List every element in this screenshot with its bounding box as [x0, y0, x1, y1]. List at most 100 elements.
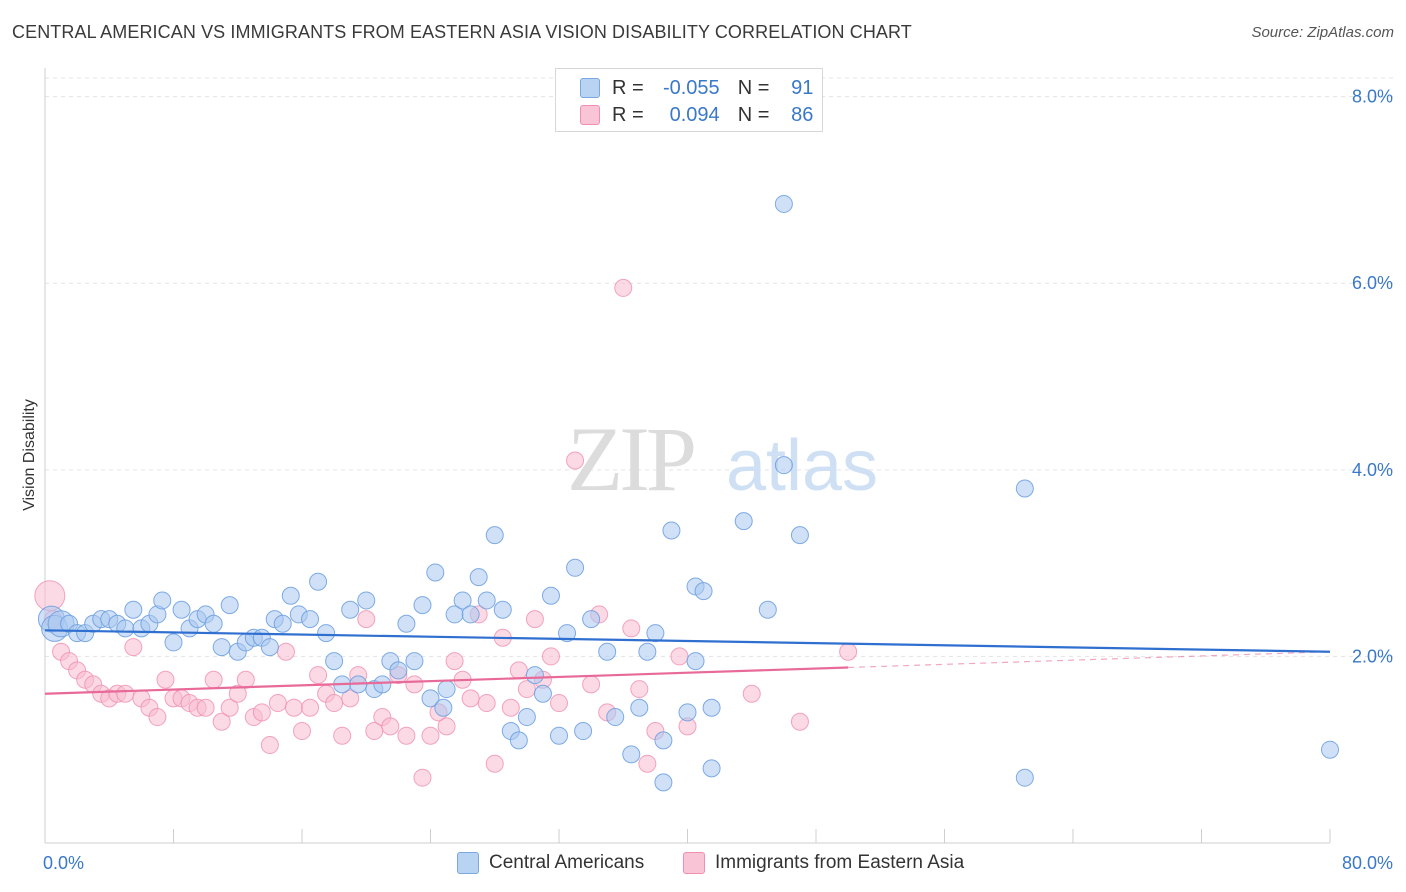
- data-point-eastern-asia: [268, 694, 287, 713]
- data-point-central-americans: [437, 680, 456, 699]
- data-point-eastern-asia: [437, 717, 456, 736]
- data-point-eastern-asia: [501, 698, 520, 717]
- legend-label-central-americans: Central Americans: [489, 852, 645, 873]
- legend-swatch-pink: [580, 105, 600, 125]
- legend-n-label: N =: [737, 76, 770, 99]
- data-point-eastern-asia: [790, 712, 809, 731]
- data-point-central-americans: [325, 652, 344, 671]
- data-point-eastern-asia: [525, 610, 544, 629]
- data-point-eastern-asia: [124, 638, 143, 657]
- tick-labels: 2.0% 4.0% 6.0% 8.0% 0.0% 80.0%: [43, 87, 1393, 873]
- trend-line-central-americans: [44, 629, 1331, 653]
- data-point-central-americans: [153, 591, 172, 610]
- data-point-central-americans: [301, 610, 320, 629]
- data-point-eastern-asia: [236, 670, 255, 689]
- data-point-central-americans: [461, 605, 480, 624]
- trend-lines: [44, 629, 1331, 695]
- data-point-eastern-asia: [614, 278, 633, 297]
- data-point-eastern-asia: [293, 722, 311, 741]
- legend-swatch-pink: [683, 852, 705, 874]
- data-point-central-americans: [509, 731, 528, 750]
- data-point-eastern-asia: [461, 689, 480, 708]
- data-point-central-americans: [485, 526, 504, 545]
- data-point-eastern-asia: [405, 675, 424, 694]
- data-point-central-americans: [397, 614, 416, 633]
- data-point-eastern-asia: [220, 698, 239, 717]
- data-point-central-americans: [758, 600, 777, 619]
- data-point-central-americans: [164, 633, 183, 652]
- data-point-central-americans: [453, 591, 472, 610]
- data-point-eastern-asia: [582, 675, 601, 694]
- series-central-americans: [37, 194, 1339, 792]
- data-point-central-americans: [413, 596, 432, 615]
- data-point-eastern-asia: [485, 754, 504, 773]
- data-point-eastern-asia: [550, 694, 568, 713]
- data-point-central-americans: [630, 698, 649, 717]
- data-point-eastern-asia: [622, 619, 641, 638]
- data-point-central-americans: [204, 614, 223, 633]
- data-point-central-americans: [606, 708, 625, 727]
- data-point-central-americans: [638, 642, 657, 661]
- data-point-eastern-asia: [284, 698, 303, 717]
- legend-r-label: R =: [612, 76, 644, 99]
- data-point-eastern-asia: [156, 670, 175, 689]
- data-point-central-americans: [1321, 740, 1339, 759]
- data-point-central-americans: [273, 614, 292, 633]
- data-point-eastern-asia: [116, 684, 135, 703]
- data-point-eastern-asia: [333, 726, 352, 745]
- data-point-central-americans: [558, 624, 577, 643]
- correlation-legend: R = -0.055 N = 91 R = 0.094 N = 86: [555, 68, 823, 132]
- trend-line-eastern-asia-extension: [848, 651, 1331, 669]
- data-point-eastern-asia: [541, 647, 560, 666]
- data-point-central-americans: [389, 661, 408, 680]
- data-point-central-americans: [622, 745, 641, 764]
- data-point-central-americans: [281, 586, 300, 605]
- legend-n-label: N =: [737, 103, 770, 126]
- data-point-central-americans: [541, 586, 560, 605]
- data-point-eastern-asia: [630, 680, 649, 699]
- data-point-eastern-asia: [445, 652, 464, 671]
- data-point-central-americans: [598, 642, 617, 661]
- data-point-central-americans: [734, 512, 753, 531]
- source-label: Source: ZipAtlas.com: [1251, 24, 1394, 41]
- data-point-central-americans: [309, 572, 328, 591]
- data-point-central-americans: [678, 703, 697, 722]
- data-point-eastern-asia: [839, 642, 858, 661]
- axes: [44, 68, 1331, 844]
- data-point-eastern-asia: [357, 610, 376, 629]
- data-point-eastern-asia: [148, 708, 167, 727]
- data-point-central-americans: [434, 698, 453, 717]
- data-point-central-americans: [702, 698, 721, 717]
- data-point-eastern-asia: [325, 694, 344, 713]
- data-point-central-americans: [582, 610, 601, 629]
- data-point-central-americans: [1015, 768, 1034, 787]
- data-point-central-americans: [477, 591, 496, 610]
- legend-swatch-blue: [580, 78, 600, 98]
- data-point-central-americans: [1015, 479, 1034, 498]
- data-point-eastern-asia: [260, 736, 279, 755]
- data-point-central-americans: [774, 456, 793, 475]
- data-point-central-americans: [220, 596, 239, 615]
- data-point-eastern-asia: [381, 717, 400, 736]
- data-point-central-americans: [550, 726, 568, 745]
- data-point-eastern-asia: [742, 684, 761, 703]
- data-point-central-americans: [517, 708, 536, 727]
- legend-n-value: 91: [791, 76, 814, 99]
- data-point-central-americans: [654, 773, 673, 792]
- data-point-central-americans: [525, 666, 544, 685]
- data-point-eastern-asia: [212, 712, 231, 731]
- data-point-central-americans: [493, 600, 512, 619]
- data-point-eastern-asia: [252, 703, 271, 722]
- data-point-eastern-asia: [421, 726, 440, 745]
- data-point-eastern-asia: [309, 666, 328, 685]
- watermark-zip: ZIP: [567, 408, 694, 510]
- data-point-eastern-asia: [566, 451, 585, 470]
- data-point-central-americans: [469, 568, 488, 587]
- y-tick-label: 6.0%: [1352, 273, 1393, 293]
- data-point-central-americans: [566, 558, 585, 577]
- data-point-central-americans: [702, 759, 721, 778]
- legend-n-value: 86: [791, 103, 814, 126]
- data-point-central-americans: [774, 194, 793, 213]
- data-point-central-americans: [426, 563, 445, 582]
- data-point-central-americans: [341, 600, 360, 619]
